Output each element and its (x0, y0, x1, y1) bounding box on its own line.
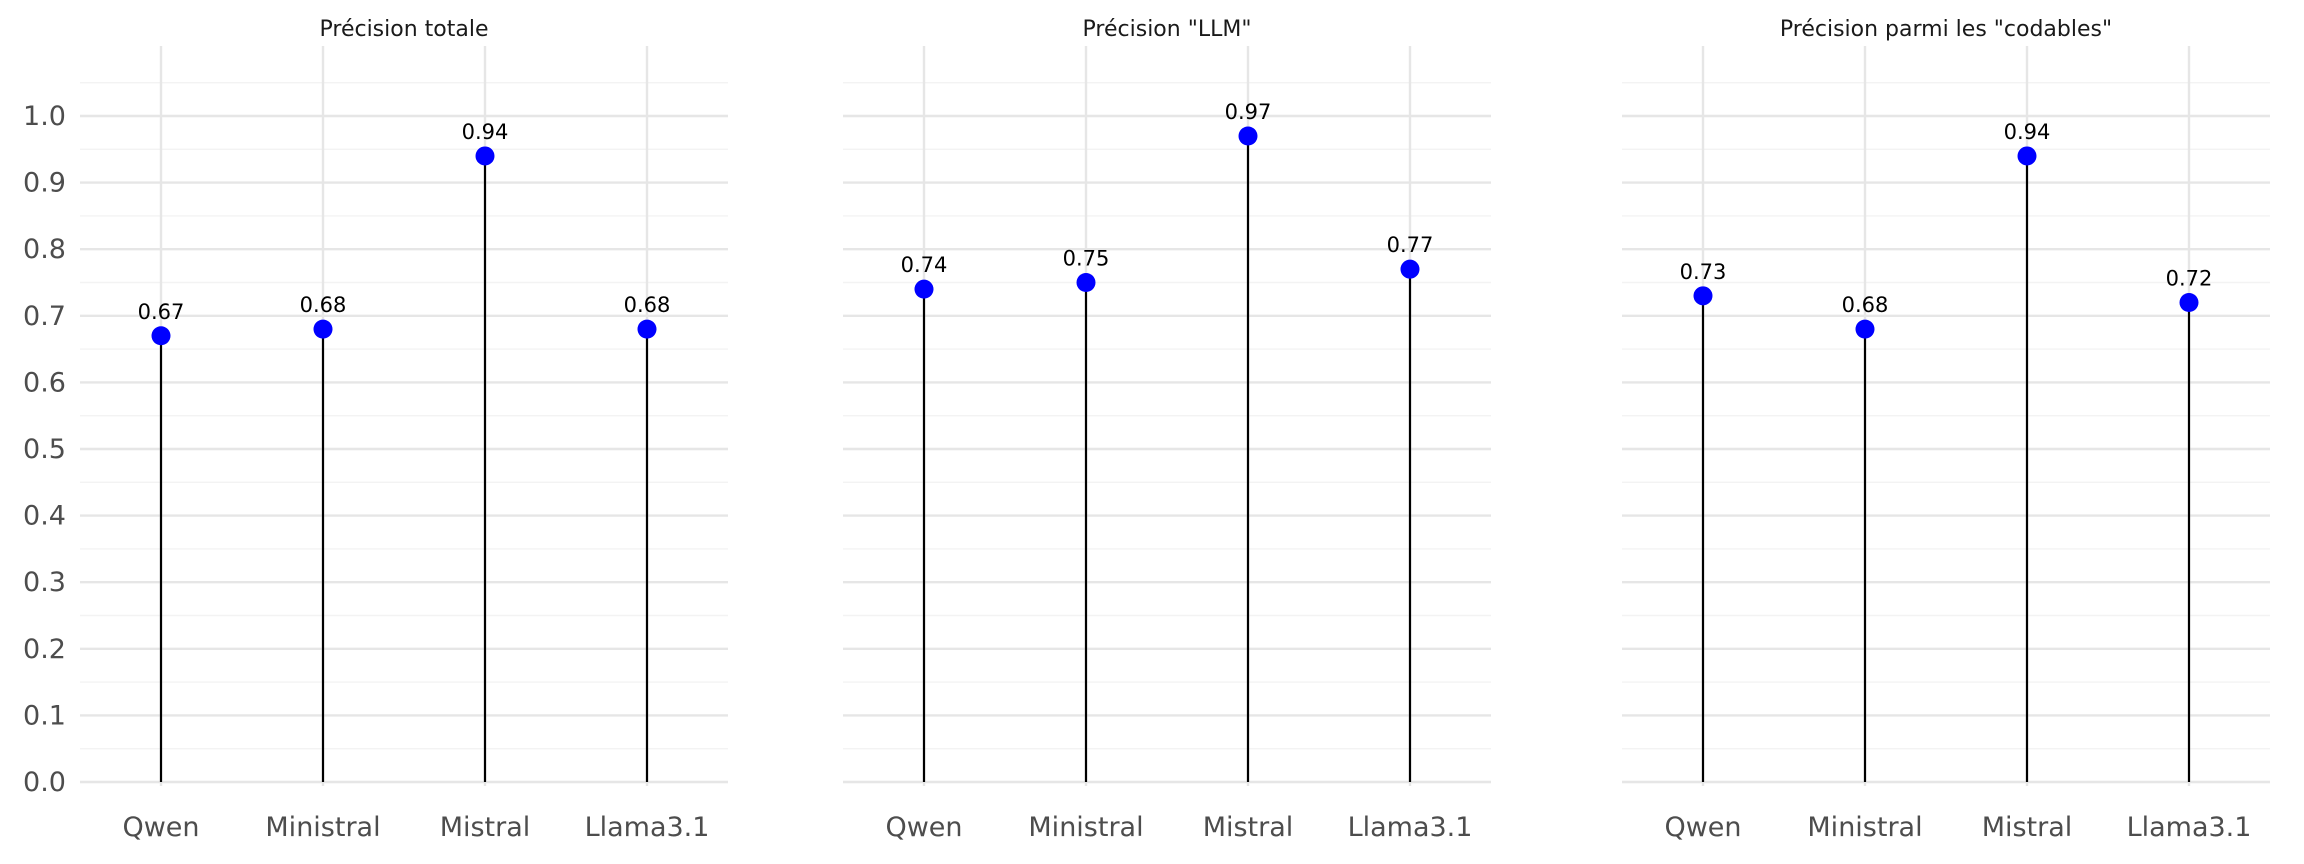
x-tick-label: Ministral (1028, 812, 1143, 843)
x-tick-label: Qwen (885, 812, 962, 843)
x-tick-label: Mistral (1982, 812, 2073, 843)
x-tick-label: Llama3.1 (1348, 812, 1473, 843)
y-tick-label: 0.0 (23, 767, 66, 798)
y-tick-label: 0.9 (23, 168, 66, 199)
y-tick-label: 0.6 (23, 367, 66, 398)
y-tick-label: 0.5 (23, 434, 66, 465)
major-gridlines (80, 114, 728, 784)
data-label: 0.75 (1063, 247, 1110, 271)
panel-3: Précision parmi les "codables"0.730.680.… (1622, 17, 2270, 843)
point-mistral (475, 146, 495, 166)
y-tick-label: 0.4 (23, 501, 66, 532)
lollipop-marks: 0.67 0.68 0.94 0.68 (138, 120, 671, 782)
data-label: 0.94 (2004, 120, 2051, 144)
y-tick-labels: 0.0 0.1 0.2 0.3 0.4 0.5 0.6 0.7 0.8 0.9 1.0 (23, 101, 66, 798)
point-ministral (1855, 319, 1875, 339)
panels: 0.0 0.1 0.2 0.3 0.4 0.5 0.6 0.7 0.8 0.9 1.0 Précisi… (23, 17, 2270, 843)
data-label: 0.67 (138, 300, 185, 324)
major-gridlines (1622, 114, 2270, 784)
x-tick-labels: Qwen Ministral Mistral Llama3.1 (1664, 812, 2251, 843)
data-label: 0.68 (624, 293, 671, 317)
panel-title: Précision "LLM" (1083, 17, 1252, 42)
lollipop-marks: 0.74 0.75 0.97 0.77 (901, 100, 1434, 782)
y-tick-label: 0.8 (23, 234, 66, 265)
lollipop-marks: 0.73 0.68 0.94 0.72 (1680, 120, 2213, 782)
point-qwen (1693, 286, 1713, 306)
x-tick-label: Qwen (1664, 812, 1741, 843)
y-tick-label: 1.0 (23, 101, 66, 132)
panel-title: Précision totale (320, 17, 489, 42)
data-label: 0.68 (1842, 293, 1889, 317)
panel-1: 0.0 0.1 0.2 0.3 0.4 0.5 0.6 0.7 0.8 0.9 1.0 Précisi… (23, 17, 728, 843)
data-label: 0.72 (2166, 266, 2213, 290)
y-tick-label: 0.7 (23, 301, 66, 332)
panel-title: Précision parmi les "codables" (1780, 17, 2112, 42)
x-tick-label: Mistral (440, 812, 531, 843)
point-ministral (1076, 273, 1096, 292)
y-tick-label: 0.1 (23, 700, 66, 731)
data-label: 0.77 (1387, 233, 1434, 257)
minor-gridlines (80, 81, 728, 750)
x-tick-label: Llama3.1 (2127, 812, 2252, 843)
x-tick-labels: Qwen Ministral Mistral Llama3.1 (885, 812, 1472, 843)
point-mistral (1238, 126, 1258, 146)
x-tick-label: Ministral (1807, 812, 1922, 843)
x-tick-labels: Qwen Ministral Mistral Llama3.1 (122, 812, 709, 843)
data-label: 0.97 (1225, 100, 1272, 124)
data-label: 0.68 (300, 293, 347, 317)
minor-gridlines (1622, 81, 2270, 750)
data-label: 0.74 (901, 253, 948, 277)
minor-gridlines (843, 81, 1491, 750)
x-tick-label: Mistral (1203, 812, 1294, 843)
point-qwen (151, 326, 171, 346)
data-label: 0.73 (1680, 260, 1727, 284)
panel-2: Précision "LLM" 0.74 0.75 0.97 0.77 Qwen Minis… (843, 17, 1491, 843)
x-tick-label: Llama3.1 (585, 812, 710, 843)
point-llama3.1 (1400, 259, 1420, 279)
point-qwen (914, 279, 934, 299)
point-llama3.1 (637, 319, 657, 339)
point-mistral (2017, 146, 2037, 166)
point-llama3.1 (2179, 292, 2199, 312)
y-tick-label: 0.2 (23, 634, 66, 665)
y-tick-label: 0.3 (23, 567, 66, 598)
data-label: 0.94 (462, 120, 509, 144)
x-tick-label: Ministral (265, 812, 380, 843)
point-ministral (313, 319, 333, 339)
x-tick-label: Qwen (122, 812, 199, 843)
major-gridlines (843, 114, 1491, 784)
